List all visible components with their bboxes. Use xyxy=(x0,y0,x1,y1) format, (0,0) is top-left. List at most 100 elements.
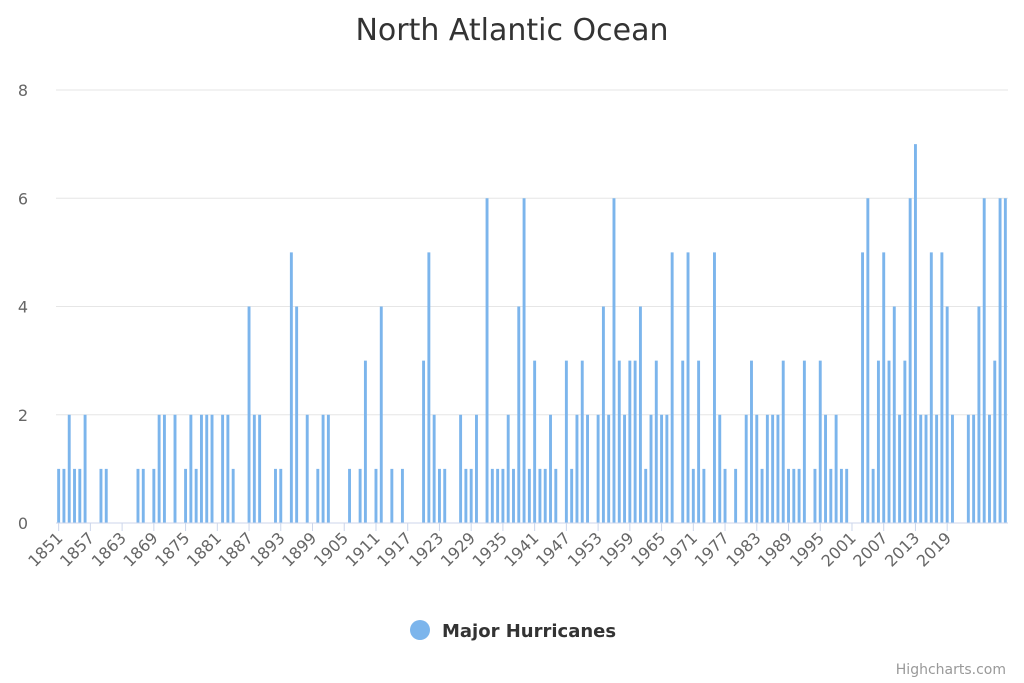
bar[interactable] xyxy=(279,468,283,524)
bar[interactable] xyxy=(104,468,108,524)
credits-link[interactable]: Highcharts.com xyxy=(896,662,1006,678)
bar[interactable] xyxy=(400,468,404,524)
bar[interactable] xyxy=(543,468,547,524)
bar[interactable] xyxy=(422,360,426,524)
bar[interactable] xyxy=(374,468,378,524)
bar[interactable] xyxy=(829,468,833,524)
bar[interactable] xyxy=(570,468,574,524)
bar[interactable] xyxy=(57,468,61,524)
bar[interactable] xyxy=(501,468,505,524)
bar[interactable] xyxy=(734,468,738,524)
bar[interactable] xyxy=(644,468,648,524)
bar[interactable] xyxy=(723,468,727,524)
bar[interactable] xyxy=(691,468,695,524)
bar[interactable] xyxy=(998,198,1002,523)
bar[interactable] xyxy=(464,468,468,524)
bar[interactable] xyxy=(252,414,256,523)
bar[interactable] xyxy=(326,414,330,523)
bar[interactable] xyxy=(533,360,537,524)
bar[interactable] xyxy=(797,468,801,524)
bar[interactable] xyxy=(601,306,605,524)
bar[interactable] xyxy=(432,414,436,523)
bar[interactable] xyxy=(363,360,367,524)
bar[interactable] xyxy=(713,252,716,524)
bar[interactable] xyxy=(321,414,325,523)
bar[interactable] xyxy=(876,360,880,524)
bar[interactable] xyxy=(506,414,510,523)
bar[interactable] xyxy=(919,414,923,523)
bar[interactable] xyxy=(940,252,944,524)
bar[interactable] xyxy=(274,468,277,524)
bar[interactable] xyxy=(580,360,584,524)
bar[interactable] xyxy=(549,414,552,523)
bar[interactable] xyxy=(205,414,209,523)
bar[interactable] xyxy=(935,414,939,523)
bar[interactable] xyxy=(189,414,193,523)
bar[interactable] xyxy=(231,468,235,524)
bar[interactable] xyxy=(908,198,912,523)
bar[interactable] xyxy=(702,468,706,524)
bar[interactable] xyxy=(612,198,616,523)
bar[interactable] xyxy=(951,414,954,523)
bar[interactable] xyxy=(221,414,225,523)
bar[interactable] xyxy=(993,360,997,524)
bar[interactable] xyxy=(845,468,849,524)
bar[interactable] xyxy=(866,198,870,523)
bar[interactable] xyxy=(379,306,383,524)
bar[interactable] xyxy=(78,468,82,524)
bar[interactable] xyxy=(638,306,642,524)
bar[interactable] xyxy=(490,468,494,524)
bar[interactable] xyxy=(633,360,637,524)
bar[interactable] xyxy=(99,468,103,524)
bar[interactable] xyxy=(824,414,827,523)
bar[interactable] xyxy=(575,414,579,523)
bar[interactable] xyxy=(67,414,71,523)
bar[interactable] xyxy=(744,414,748,523)
bar[interactable] xyxy=(289,252,293,524)
bar[interactable] xyxy=(199,414,203,523)
bar[interactable] xyxy=(861,252,865,524)
bar[interactable] xyxy=(512,468,515,524)
bar[interactable] xyxy=(839,468,843,524)
bar[interactable] xyxy=(913,144,917,524)
bar[interactable] xyxy=(697,360,701,524)
bar[interactable] xyxy=(929,252,933,524)
bar[interactable] xyxy=(1003,198,1007,523)
bar[interactable] xyxy=(654,360,658,524)
bar[interactable] xyxy=(718,414,722,523)
bar[interactable] xyxy=(966,414,970,523)
bar[interactable] xyxy=(247,306,251,524)
bar[interactable] xyxy=(818,360,822,524)
bar[interactable] xyxy=(755,414,759,523)
bar[interactable] xyxy=(258,414,262,523)
bar[interactable] xyxy=(681,360,685,524)
bar[interactable] xyxy=(586,414,589,523)
bar[interactable] xyxy=(522,198,526,523)
bar[interactable] xyxy=(527,468,531,524)
bar[interactable] xyxy=(977,306,981,524)
bar[interactable] xyxy=(617,360,621,524)
bar[interactable] xyxy=(316,468,320,524)
bar[interactable] xyxy=(660,414,664,523)
bar[interactable] xyxy=(649,414,653,523)
bar[interactable] xyxy=(802,360,806,524)
bar[interactable] xyxy=(390,468,394,524)
bar[interactable] xyxy=(295,306,299,524)
bar[interactable] xyxy=(665,414,669,523)
bar[interactable] xyxy=(972,414,976,523)
bar[interactable] xyxy=(194,468,198,524)
bar[interactable] xyxy=(596,414,600,523)
bar[interactable] xyxy=(162,414,166,523)
bar[interactable] xyxy=(517,306,521,524)
bar[interactable] xyxy=(871,468,875,524)
bar[interactable] xyxy=(776,414,780,523)
bar[interactable] xyxy=(765,414,769,523)
bar[interactable] xyxy=(358,468,362,524)
bar[interactable] xyxy=(173,414,177,523)
legend-label[interactable]: Major Hurricanes xyxy=(442,621,616,642)
bar[interactable] xyxy=(443,468,447,524)
bar[interactable] xyxy=(792,468,796,524)
bar[interactable] xyxy=(628,360,632,524)
bar[interactable] xyxy=(141,468,145,524)
bar[interactable] xyxy=(924,414,928,523)
